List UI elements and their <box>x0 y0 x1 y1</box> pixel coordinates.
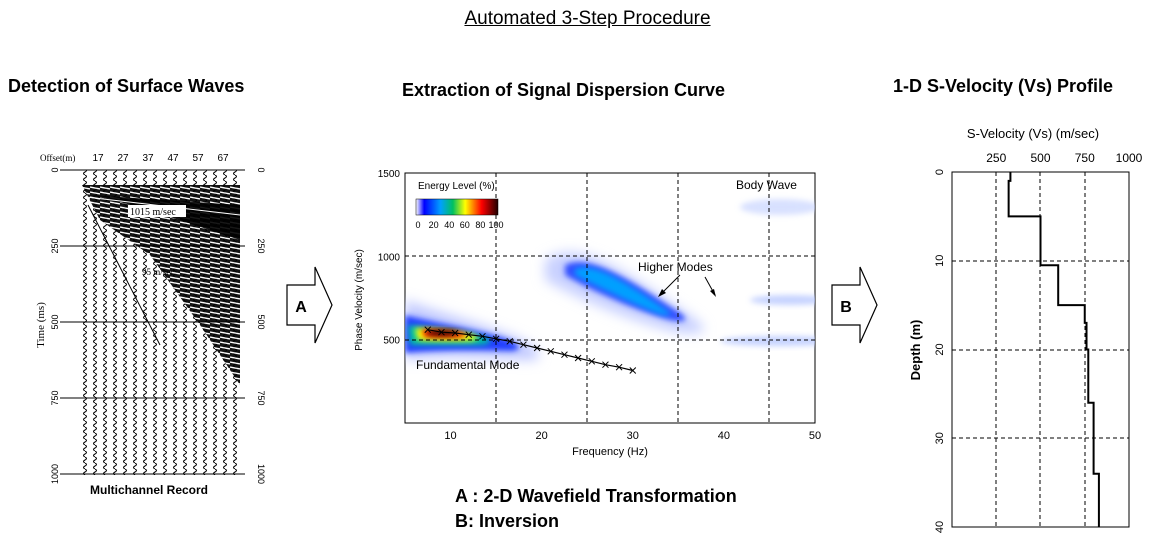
dispersion-y-tick-label: 1500 <box>378 169 401 180</box>
vs-x-axis-label: S-Velocity (Vs) (m/sec) <box>967 126 1099 141</box>
energy-legend-tick: 80 <box>475 220 485 230</box>
time-tick-label-left: 500 <box>50 314 60 329</box>
dispersion-point <box>615 363 623 371</box>
dispersion-x-tick-label: 20 <box>536 430 548 442</box>
offset-tick-label: 67 <box>217 153 229 164</box>
direct-wave-energy <box>90 195 240 240</box>
vs-x-tick-label: 1000 <box>1116 151 1143 165</box>
dispersion-x-axis-label: Frequency (Hz) <box>572 446 648 458</box>
dispersion-point <box>451 329 459 337</box>
time-tick-label-right: 1000 <box>256 464 266 484</box>
dispersion-point <box>492 335 500 343</box>
dispersion-y-axis-label: Phase Velocity (m/sec) <box>354 249 365 351</box>
dispersion-point <box>533 344 541 352</box>
dispersion-point <box>465 331 473 339</box>
dispersion-x-tick-label: 40 <box>718 430 730 442</box>
time-tick-label-left: 250 <box>50 238 60 253</box>
dispersion-y-tick-label: 500 <box>383 336 400 347</box>
time-axis-label: Time (ms) <box>35 302 47 348</box>
body-wave-label: Body Wave <box>736 178 797 192</box>
vs-y-axis-label: Depth (m) <box>908 320 923 381</box>
energy-legend-tick: 100 <box>488 220 503 230</box>
energy-legend-tick: 60 <box>460 220 470 230</box>
offset-tick-label: 37 <box>142 153 154 164</box>
footnote-b: B: Inversion <box>455 511 560 531</box>
vs-y-tick-label: 20 <box>934 343 946 355</box>
time-tick-label-left: 1000 <box>50 464 60 484</box>
dispersion-image: Energy Level (%) 0 20 40 60 80 100 Body Wave … <box>354 169 821 458</box>
vs-profile-chart: S-Velocity (Vs) (m/sec) 250 500 750 1000 0 1… <box>908 126 1143 533</box>
arrow-b-icon: B <box>831 266 878 344</box>
offset-tick-label: 27 <box>117 153 129 164</box>
time-tick-label-right: 750 <box>256 390 266 405</box>
vs-x-tick-label: 250 <box>986 151 1006 165</box>
dispersion-point <box>506 337 514 345</box>
dispersion-y-tick-label: 1000 <box>378 252 401 263</box>
time-tick-label-right: 250 <box>256 238 266 253</box>
energy-legend-tick: 40 <box>444 220 454 230</box>
arrow-a-icon: A <box>286 266 333 344</box>
dispersion-x-tick-label: 10 <box>444 430 456 442</box>
energy-colorbar <box>415 198 499 216</box>
energy-legend-tick: 20 <box>429 220 439 230</box>
offset-tick-label: 57 <box>192 153 204 164</box>
arrow-a-label: A <box>295 299 307 316</box>
dispersion-x-tick-label: 50 <box>809 430 821 442</box>
vs-y-tick-label: 0 <box>934 169 946 175</box>
record-caption: Multichannel Record <box>90 483 208 497</box>
surface-wave-energy <box>82 185 240 385</box>
offset-tick-label: 47 <box>167 153 179 164</box>
section-title-profile: 1-D S-Velocity (Vs) Profile <box>893 76 1114 96</box>
vs-y-tick-label: 30 <box>934 432 946 444</box>
dispersion-point <box>520 341 527 349</box>
time-tick-label-left: 750 <box>50 390 60 405</box>
body-wave-energy <box>740 199 815 215</box>
offset-axis-label: Offset(m) <box>40 153 75 163</box>
dispersion-point <box>547 347 555 355</box>
time-tick-label-right: 0 <box>256 167 266 172</box>
dispersion-point <box>561 351 568 359</box>
dispersion-point <box>602 361 609 369</box>
time-tick-label-right: 500 <box>256 314 266 329</box>
section-title-detection: Detection of Surface Waves <box>8 76 245 96</box>
page-title: Automated 3-Step Procedure <box>464 8 711 29</box>
dispersion-x-tick-label: 30 <box>627 430 639 442</box>
dispersion-point <box>438 328 445 336</box>
higher-modes-label: Higher Modes <box>638 260 713 274</box>
time-tick-label-left: 0 <box>50 167 60 172</box>
vs-x-tick-label: 750 <box>1075 151 1095 165</box>
energy-legend-tick: 0 <box>415 220 420 230</box>
footnote-a: A : 2-D Wavefield Transformation <box>455 486 737 506</box>
offset-tick-label: 17 <box>92 153 104 164</box>
dispersion-point <box>424 326 432 334</box>
vs-y-tick-label: 40 <box>934 521 946 533</box>
vs-x-tick-label: 500 <box>1030 151 1050 165</box>
multichannel-record: Offset(m) 17 27 37 47 57 67 Time (ms) 1015 m/… <box>35 153 266 497</box>
energy-legend-title: Energy Level (%) <box>418 181 495 192</box>
dispersion-curve <box>427 329 633 372</box>
vs-y-tick-label: 10 <box>934 255 946 267</box>
dispersion-point <box>629 367 637 374</box>
fundamental-mode-label: Fundamental Mode <box>416 358 520 372</box>
vs-profile-line <box>1007 172 1100 527</box>
velocity-annotation-1015: 1015 m/sec <box>130 207 176 218</box>
dispersion-point <box>574 354 582 362</box>
arrow-b-label: B <box>840 299 852 316</box>
dispersion-point <box>588 357 596 365</box>
section-title-extraction: Extraction of Signal Dispersion Curve <box>402 80 726 100</box>
velocity-annotation-95: 95 m/sec <box>142 267 174 277</box>
dispersion-point <box>479 332 486 340</box>
